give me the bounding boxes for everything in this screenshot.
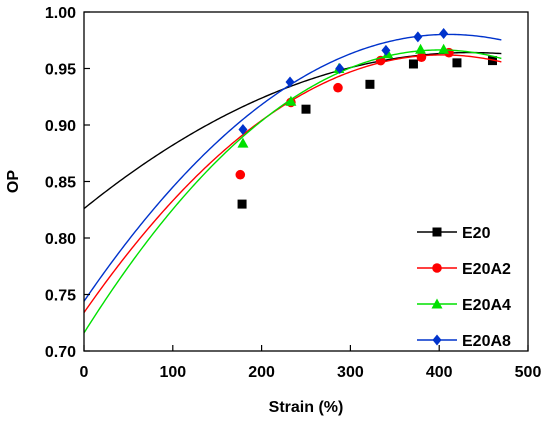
y-tick-label: 1.00 [45, 5, 76, 22]
legend-label: E20 [462, 225, 491, 242]
data-point-E20 [365, 79, 375, 89]
series-E20A8 [84, 27, 502, 302]
x-tick-label: 500 [515, 364, 542, 381]
x-axis-title: Strain (%) [269, 399, 344, 416]
data-point-E20A2 [333, 82, 343, 93]
legend-marker [432, 334, 442, 346]
y-tick-label: 0.90 [45, 118, 76, 135]
data-point-E20 [408, 59, 418, 69]
trendline-E20 [84, 51, 502, 210]
legend: E20 E20A2 E20A4 E20A8 [417, 225, 511, 350]
x-tick-label: 400 [426, 364, 453, 381]
trendline-E20A4 [84, 49, 502, 334]
legend-entry-E20: E20 [417, 225, 491, 242]
y-axis-title: OP [5, 170, 22, 193]
plot-layer [84, 27, 502, 334]
legend-marker [431, 298, 443, 309]
data-point-E20A4 [438, 43, 450, 54]
y-tick-label: 0.70 [45, 344, 76, 361]
trendline-E20A2 [84, 54, 502, 313]
x-tick-label: 200 [248, 364, 275, 381]
data-point-E20 [237, 199, 247, 209]
series-E20A4 [84, 43, 502, 334]
data-point-E20A8 [439, 27, 449, 39]
data-point-E20A4 [285, 95, 297, 106]
legend-label: E20A8 [462, 333, 511, 350]
data-point-E20A8 [335, 63, 345, 74]
legend-marker [432, 227, 442, 237]
data-point-E20 [452, 58, 462, 68]
trendline-E20A8 [84, 33, 502, 302]
legend-entry-E20A4: E20A4 [417, 297, 511, 314]
data-point-E20A4 [237, 137, 249, 148]
legend-label: E20A4 [462, 297, 511, 314]
data-point-E20 [301, 104, 311, 114]
data-point-E20A8 [381, 44, 391, 56]
y-tick-label: 0.75 [45, 288, 76, 305]
legend-label: E20A2 [462, 261, 511, 278]
y-tick-label: 0.85 [45, 175, 76, 192]
legend-marker [432, 263, 442, 273]
data-point-E20A8 [413, 31, 423, 43]
y-tick-label: 0.95 [45, 62, 76, 79]
legend-entry-E20A8: E20A8 [417, 333, 511, 350]
data-point-E20A2 [416, 52, 427, 62]
x-tick-label: 100 [159, 364, 186, 381]
data-point-E20A2 [235, 169, 246, 180]
data-point-E20A8 [285, 76, 295, 88]
legend-entry-E20A2: E20A2 [417, 261, 511, 278]
x-tick-label: 300 [337, 364, 364, 381]
series-E20 [84, 51, 502, 210]
data-point-E20A4 [415, 43, 427, 54]
axis-layer: 0 100 200 300 400 500 0.70 0.75 0.80 0.85 0.90 0.95… [5, 5, 541, 416]
x-tick-label: 0 [80, 364, 89, 381]
series-E20A2 [84, 47, 502, 313]
data-point-E20A8 [238, 124, 248, 136]
y-tick-label: 0.80 [45, 231, 76, 248]
